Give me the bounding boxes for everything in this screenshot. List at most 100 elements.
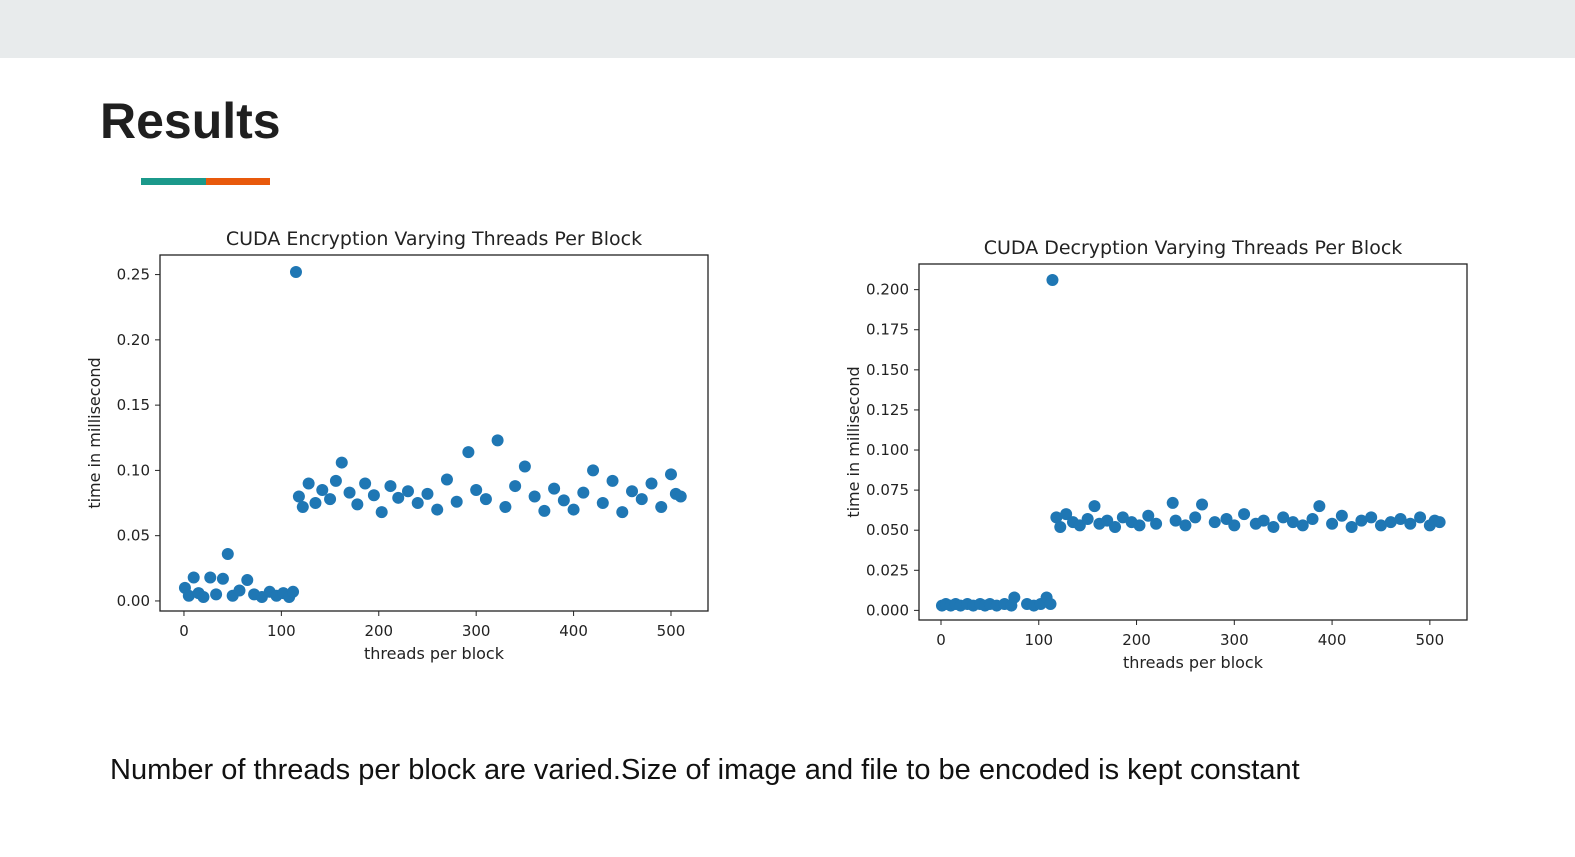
scatter-point (421, 487, 434, 500)
y-tick-label: 0.000 (866, 601, 909, 619)
scatter-point (1394, 512, 1407, 525)
scatter-point (1054, 520, 1067, 533)
scatter-point (1355, 514, 1368, 527)
x-tick-label: 0 (179, 622, 189, 640)
scatter-point (367, 489, 380, 502)
scatter-point (1306, 512, 1319, 525)
y-tick-label: 0.025 (866, 561, 909, 579)
scatter-point (1169, 514, 1182, 527)
scatter-point (197, 591, 210, 604)
scatter-point (528, 490, 541, 503)
title-underline (206, 178, 270, 185)
scatter-point (392, 491, 405, 504)
scatter-point (292, 490, 305, 503)
scatter-point (359, 477, 372, 490)
x-tick-label: 300 (1220, 631, 1249, 649)
scatter-point (1109, 520, 1122, 533)
chart-title: CUDA Decryption Varying Threads Per Bloc… (984, 237, 1403, 259)
scatter-point (479, 493, 492, 506)
x-axis-label: threads per block (364, 644, 505, 663)
scatter-point (431, 503, 444, 516)
scatter-point (296, 500, 309, 513)
scatter-point (635, 493, 648, 506)
scatter-point (1238, 508, 1251, 521)
x-tick-label: 400 (559, 622, 588, 640)
scatter-point (1142, 509, 1155, 522)
y-tick-label: 0.25 (117, 266, 150, 284)
y-tick-label: 0.075 (866, 481, 909, 499)
scatter-point (462, 446, 475, 459)
scatter-point (587, 464, 600, 477)
scatter-point (606, 474, 619, 487)
scatter-point (287, 585, 300, 598)
scatter-point (335, 456, 348, 469)
y-tick-label: 0.20 (117, 331, 150, 349)
scatter-point (1267, 520, 1280, 533)
y-tick-label: 0.100 (866, 441, 909, 459)
y-tick-label: 0.150 (866, 361, 909, 379)
scatter-point (1326, 517, 1339, 530)
scatter-point (509, 480, 522, 493)
scatter-point (309, 497, 322, 510)
scatter-point (548, 482, 561, 495)
scatter-point (241, 574, 254, 587)
chart-title: CUDA Encryption Varying Threads Per Bloc… (226, 228, 642, 250)
scatter-point (518, 460, 531, 473)
scatter-point (1208, 516, 1221, 529)
scatter-point (1345, 520, 1358, 533)
scatter-point (1296, 519, 1309, 532)
scatter-point (351, 498, 364, 511)
scatter-point (616, 506, 629, 519)
scatter-point (302, 477, 315, 490)
y-tick-label: 0.05 (117, 527, 150, 545)
scatter-point (1081, 512, 1094, 525)
scatter-point (401, 485, 414, 498)
x-tick-label: 500 (657, 622, 686, 640)
scatter-point (470, 483, 483, 496)
scatter-point (491, 434, 504, 447)
scatter-point (1179, 519, 1192, 532)
y-axis-label: time in millisecond (844, 366, 863, 517)
scatter-point (645, 477, 658, 490)
y-tick-label: 0.125 (866, 401, 909, 419)
scatter-point (1313, 500, 1326, 513)
scatter-point (411, 497, 424, 510)
scatter-point (499, 500, 512, 513)
scatter-point (384, 480, 397, 493)
title-underline (141, 178, 206, 185)
x-tick-label: 300 (462, 622, 491, 640)
scatter-point (1150, 517, 1163, 530)
scatter-point (324, 493, 337, 506)
scatter-point (1404, 517, 1417, 530)
scatter-point (233, 584, 246, 597)
y-tick-label: 0.15 (117, 396, 150, 414)
scatter-point (1133, 519, 1146, 532)
scatter-point (1277, 511, 1290, 524)
x-tick-label: 500 (1416, 631, 1445, 649)
scatter-point (1008, 591, 1021, 604)
scatter-point (1046, 274, 1059, 287)
y-tick-label: 0.00 (117, 592, 150, 610)
scatter-point (1433, 516, 1446, 529)
scatter-point (1196, 498, 1209, 511)
scatter-point (1060, 508, 1073, 521)
scatter-point (1116, 511, 1129, 524)
scatter-point (204, 571, 217, 584)
scatter-point (1335, 509, 1348, 522)
scatter-point (1414, 511, 1427, 524)
scatter-point (440, 473, 453, 486)
plot-frame (159, 254, 709, 612)
scatter-point (1050, 511, 1063, 524)
x-tick-label: 100 (267, 622, 296, 640)
y-tick-label: 0.10 (117, 461, 150, 479)
scatter-point (557, 494, 570, 507)
plot-frame (918, 263, 1468, 621)
scatter-point (221, 547, 234, 560)
y-tick-label: 0.200 (866, 281, 909, 299)
scatter-point (187, 571, 200, 584)
y-tick-label: 0.175 (866, 321, 909, 339)
scatter-point (538, 504, 551, 517)
y-tick-label: 0.050 (866, 521, 909, 539)
scatter-point (182, 589, 195, 602)
